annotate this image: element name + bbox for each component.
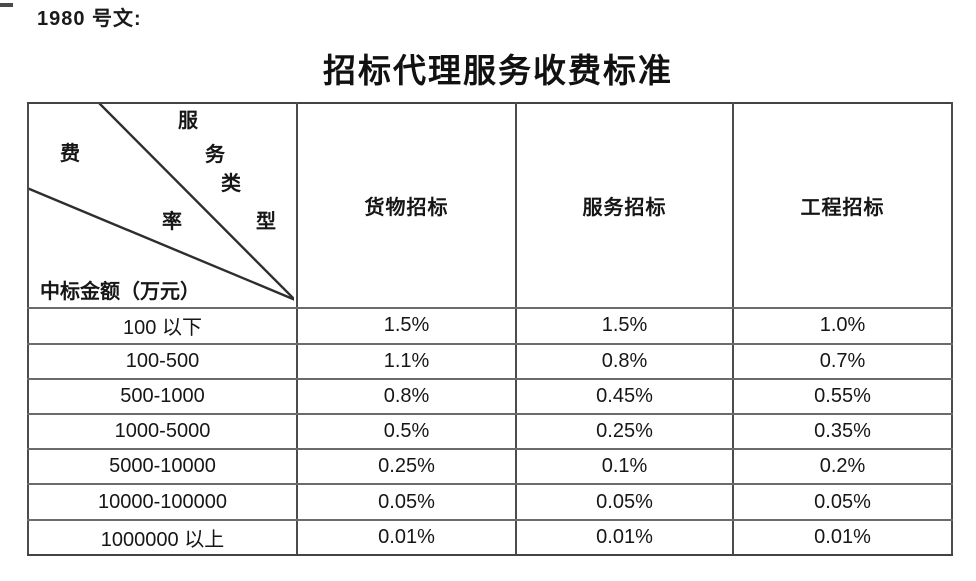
fee-value: 0.45% [515,377,734,416]
column-header-services: 服务招标 [515,101,734,310]
fee-value: 0.05% [732,483,953,521]
fee-value: 0.01% [296,518,517,557]
corner-char-type-3: 类 [221,171,241,195]
fee-value: 0.05% [515,483,734,521]
fee-value: 0.25% [296,448,517,486]
table-row: 500-1000 0.8% 0.45% 0.55% [27,377,953,416]
row-label: 100 以下 [27,307,298,345]
fee-value: 0.8% [296,377,517,416]
table-row: 5000-10000 0.25% 0.1% 0.2% [27,448,953,486]
row-label: 100-500 [27,342,298,380]
fee-value: 0.1% [515,448,734,486]
fee-value: 0.55% [732,377,953,416]
fee-value: 0.01% [515,518,734,557]
row-label: 500-1000 [27,377,298,416]
doc-number: 1980 号文: [37,8,142,30]
column-header-works: 工程招标 [732,101,953,310]
row-label: 5000-10000 [27,448,298,486]
table-row: 100 以下 1.5% 1.5% 1.0% [27,307,953,345]
fee-value: 0.25% [515,413,734,451]
screen-edge-artifact [0,3,13,7]
page-title: 招标代理服务收费标准 [323,51,673,90]
corner-char-rate-1: 费 [60,141,80,165]
corner-char-rate-2: 率 [162,209,182,233]
fee-value: 1.0% [732,307,953,345]
table-row: 1000-5000 0.5% 0.25% 0.35% [27,413,953,451]
table-row: 100-500 1.1% 0.8% 0.7% [27,342,953,380]
fee-value: 1.1% [296,342,517,380]
fee-value: 1.5% [296,307,517,345]
fee-value: 0.01% [732,518,953,557]
fee-table: 服 费 务 类 率 型 中标金额（万元） 货物招标 服务招标 工程招标 100 … [27,101,953,557]
fee-value: 0.8% [515,342,734,380]
corner-header-cell: 服 费 务 类 率 型 中标金额（万元） [27,101,298,310]
header-row: 服 费 务 类 率 型 中标金额（万元） 货物招标 服务招标 工程招标 [27,101,953,310]
corner-amount-label: 中标金额（万元） [40,279,200,303]
diagonal-divider-lines [30,105,294,301]
column-header-goods: 货物招标 [296,101,517,310]
fee-value: 0.7% [732,342,953,380]
fee-value: 0.5% [296,413,517,451]
row-label: 1000-5000 [27,413,298,451]
row-label: 10000-100000 [27,483,298,521]
fee-value: 0.05% [296,483,517,521]
fee-value: 0.2% [732,448,953,486]
corner-char-type-1: 服 [178,108,198,132]
table-row: 1000000 以上 0.01% 0.01% 0.01% [27,518,953,557]
table-row: 10000-100000 0.05% 0.05% 0.05% [27,483,953,521]
fee-value: 1.5% [515,307,734,345]
corner-char-type-2: 务 [205,142,225,166]
fee-value: 0.35% [732,413,953,451]
row-label: 1000000 以上 [27,518,298,557]
corner-char-type-4: 型 [256,209,276,233]
